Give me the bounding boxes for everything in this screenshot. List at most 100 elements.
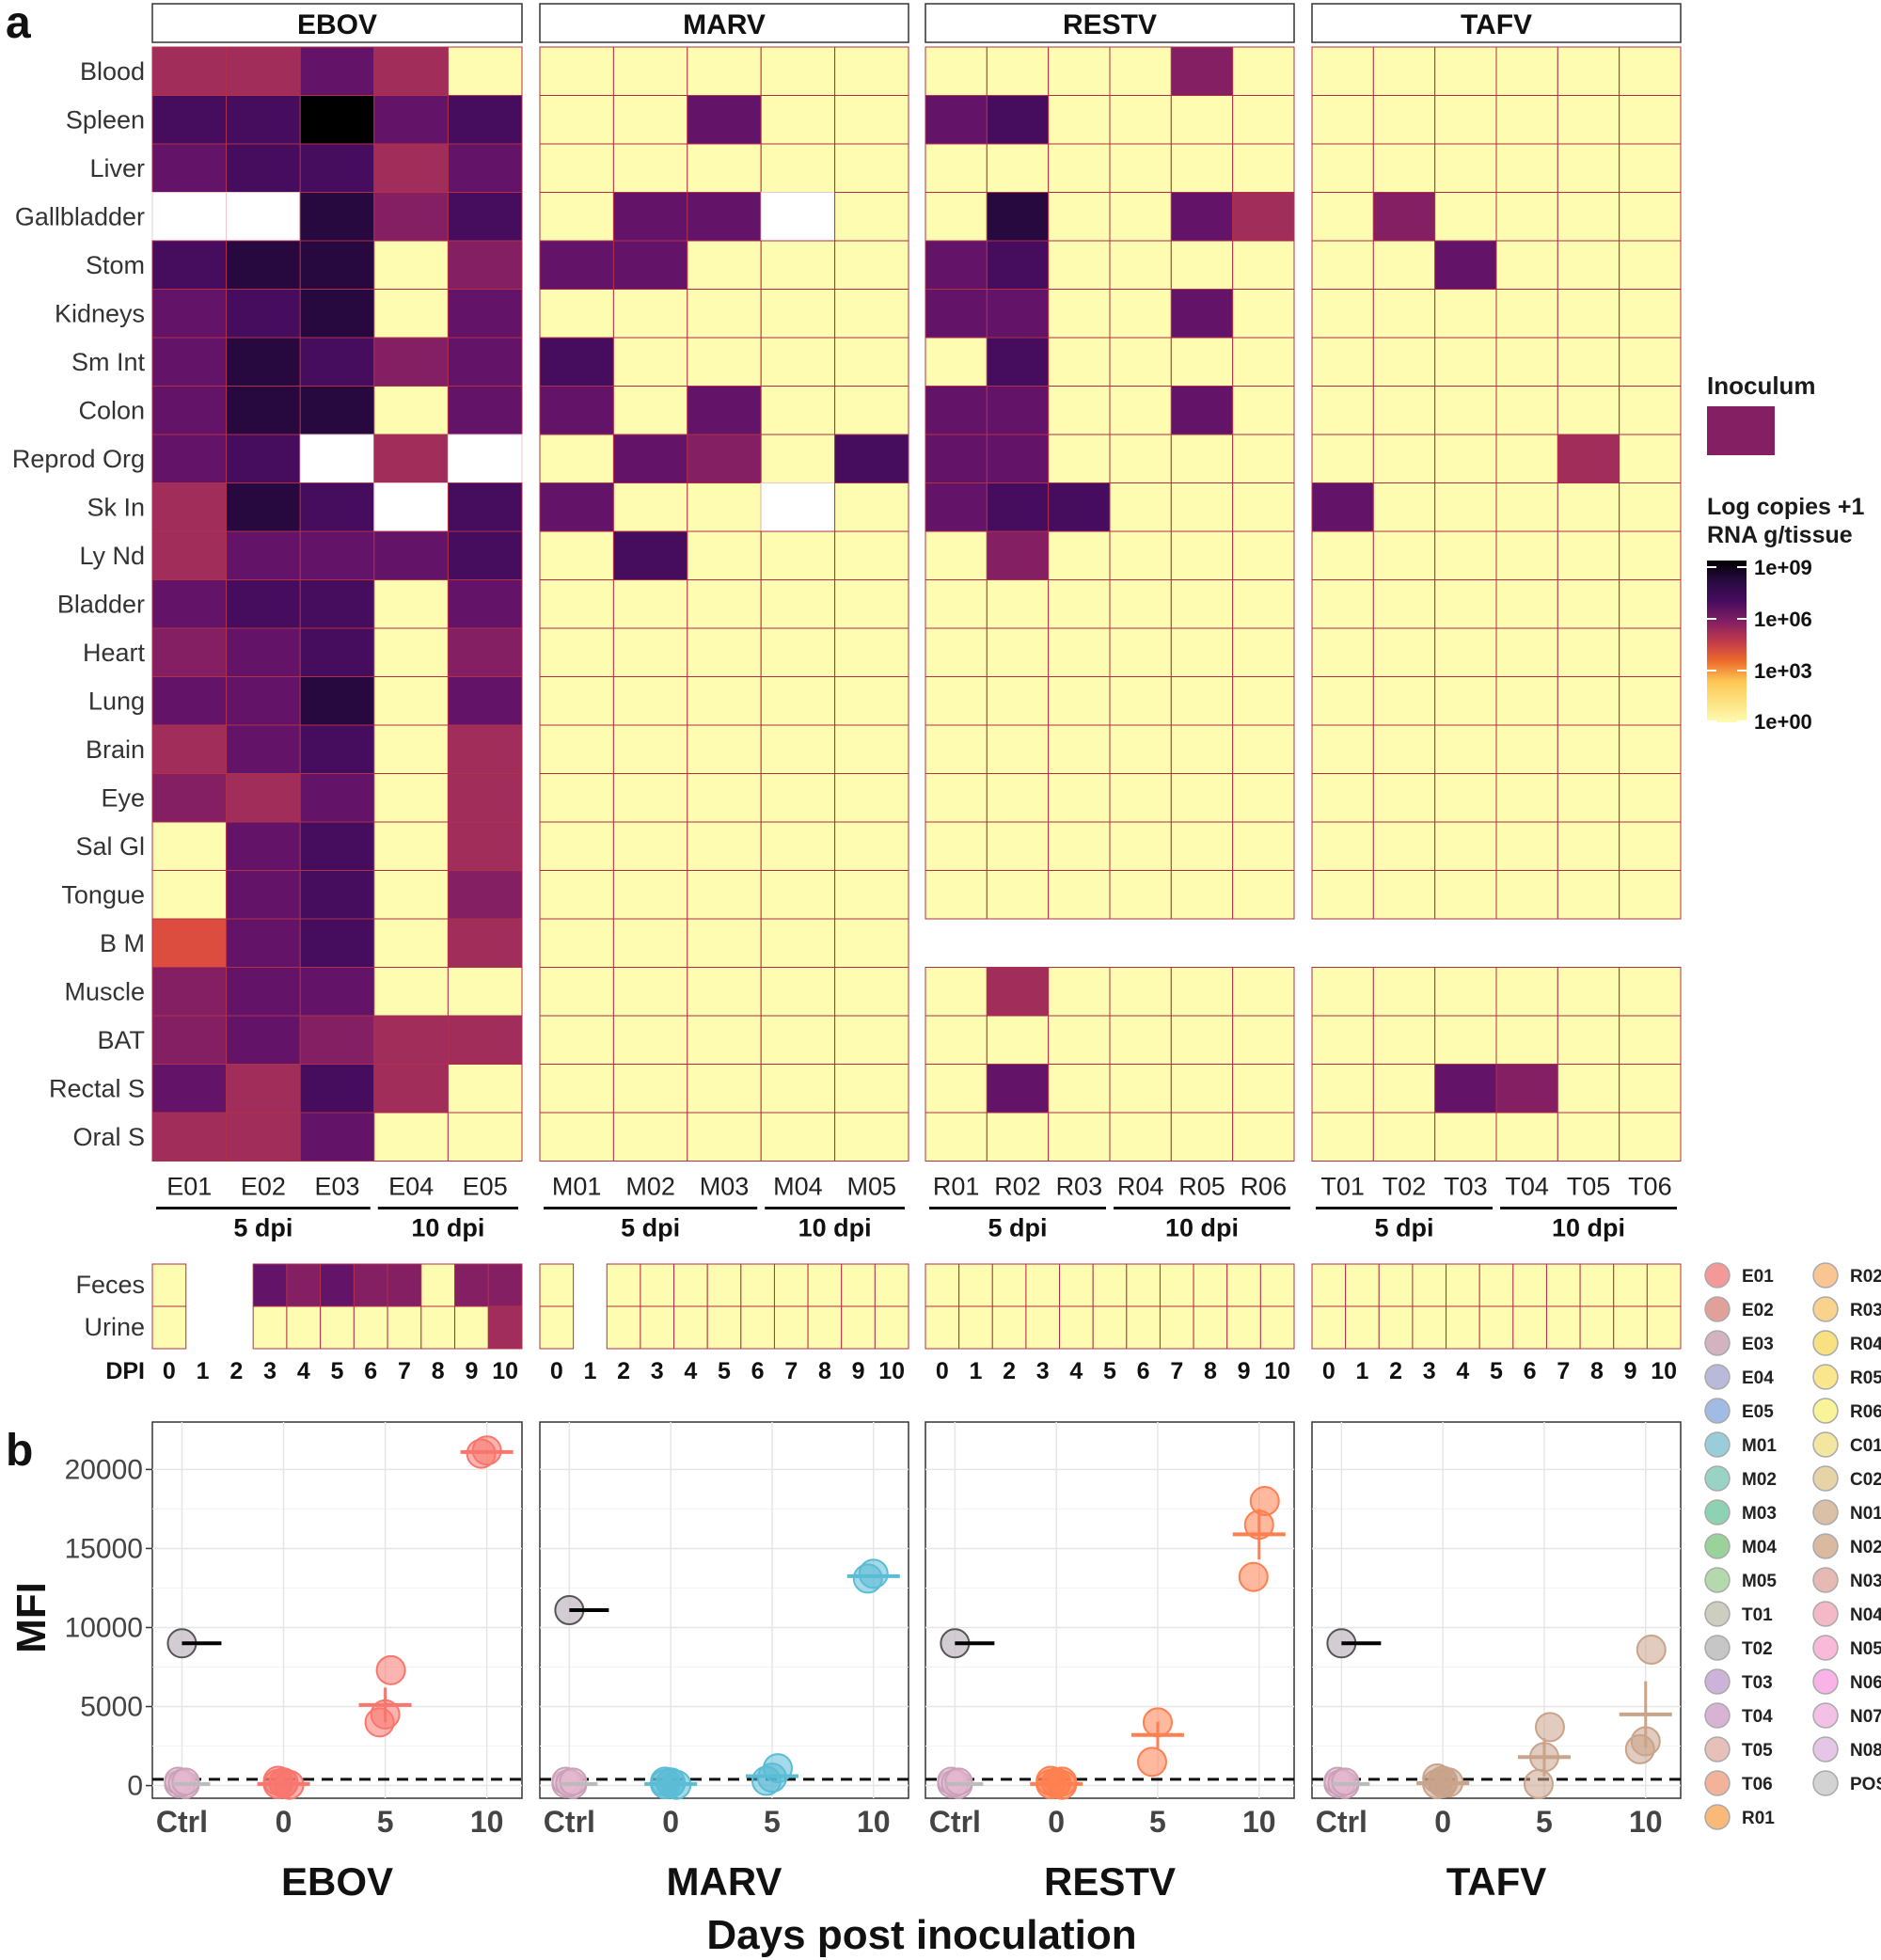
heatmap-cell: [1372, 676, 1436, 726]
legend-label: T02: [1742, 1639, 1773, 1659]
heatmap-cell: [687, 773, 762, 823]
heatmap-cell: [986, 1064, 1050, 1114]
heatmap-cell: [1170, 143, 1234, 193]
excreta-cell: [1159, 1263, 1194, 1307]
heatmap-cell: [925, 95, 988, 145]
heatmap-cell: [1109, 337, 1172, 387]
heatmap-cell: [1495, 386, 1558, 435]
heatmap-cell: [834, 967, 909, 1017]
heatmap-cell: [687, 337, 762, 387]
panel-label-b: b: [6, 1426, 33, 1476]
heatmap-cell: [1619, 46, 1682, 96]
heatmap-cell: [612, 1015, 688, 1065]
heatmap-cell: [373, 482, 449, 532]
x-tick-label: 10: [857, 1805, 891, 1839]
excreta-cell: [1226, 1263, 1261, 1307]
heatmap-cell: [1232, 1015, 1295, 1065]
heatmap-cell: [1232, 240, 1295, 290]
heatmap-cell: [1495, 434, 1558, 483]
heatmap-cell: [1557, 724, 1620, 774]
heatmap-cell: [299, 192, 375, 242]
heatmap-cell: [760, 434, 836, 483]
heatmap-cell: [226, 676, 301, 726]
excreta-cell: [991, 1305, 1027, 1350]
heatmap-cell: [1495, 773, 1558, 823]
excreta-cell: [773, 1263, 809, 1307]
heatmap-cell: [834, 870, 909, 920]
legend-label: M04: [1742, 1538, 1777, 1557]
heatmap-cell: [1372, 386, 1436, 435]
heatmap-cell: [226, 821, 301, 871]
heatmap-cell: [1048, 627, 1111, 677]
y-tick-label: 0: [127, 1771, 143, 1802]
x-tick-label: 10: [1629, 1805, 1663, 1839]
heatmap-cell: [1557, 289, 1620, 339]
group-label: 10 dpi: [1552, 1214, 1625, 1242]
heatmap-cell: [226, 1015, 301, 1065]
heatmap-cell: [612, 579, 688, 629]
animal-label: E04: [388, 1173, 434, 1201]
heatmap-cell: [151, 918, 228, 968]
heatmap-cell: [1495, 870, 1558, 920]
legend-label: R03: [1850, 1301, 1881, 1320]
heatmap-cell: [1048, 289, 1111, 339]
heatmap-cell: [539, 530, 614, 580]
heatmap-cell: [760, 627, 836, 677]
heatmap-cell: [151, 967, 228, 1017]
x-tick-label: 0: [662, 1805, 679, 1839]
heatmap-cell: [447, 1112, 523, 1162]
heatmap-cell: [1048, 1015, 1111, 1065]
heatmap-cell: [373, 918, 449, 968]
legend-label: E04: [1742, 1368, 1774, 1388]
tissue-label: Kidneys: [55, 299, 145, 327]
heatmap-cell: [539, 289, 614, 339]
legend-swatch: [1704, 1398, 1731, 1424]
heatmap-cell: [1109, 773, 1172, 823]
heatmap-cell: [986, 870, 1050, 920]
excreta-cell: [1059, 1305, 1094, 1350]
heatmap-cell: [1434, 386, 1497, 435]
x-tick-label: 10: [470, 1805, 504, 1839]
heatmap-cell: [1495, 821, 1558, 871]
legend-swatch: [1812, 1770, 1839, 1796]
excreta-cell: [874, 1263, 909, 1307]
heatmap-cell: [1372, 821, 1436, 871]
data-point: [858, 1558, 889, 1589]
excreta-cell: [606, 1305, 641, 1350]
x-tick-label: Ctrl: [544, 1805, 595, 1839]
heatmap-cell: [447, 482, 523, 532]
heatmap-cell: [447, 95, 523, 145]
heatmap-cell: [1311, 967, 1374, 1017]
animal-label: T05: [1567, 1173, 1611, 1201]
heatmap-cell: [687, 821, 762, 871]
day-label: 3: [1423, 1358, 1436, 1384]
excreta-cell: [706, 1305, 742, 1350]
heatmap-cell: [539, 337, 614, 387]
excreta-cell: [1378, 1305, 1414, 1350]
heatmap-cell: [1557, 627, 1620, 677]
excreta-cell: [640, 1263, 675, 1307]
heatmap-cell: [539, 434, 614, 483]
heatmap-cell: [299, 967, 375, 1017]
heatmap-cell: [986, 676, 1050, 726]
excreta-cell: [1646, 1305, 1682, 1350]
heatmap-cell: [539, 870, 614, 920]
excreta-cell: [1579, 1305, 1615, 1350]
heatmap-cell: [925, 579, 988, 629]
heatmap-cell: [151, 530, 228, 580]
heatmap-cell: [1434, 676, 1497, 726]
heatmap-cell: [447, 773, 523, 823]
heatmap-cell: [687, 870, 762, 920]
day-label: 1: [584, 1358, 597, 1384]
heatmap-cell: [834, 579, 909, 629]
heatmap-cell: [226, 724, 301, 774]
heatmap-cell: [834, 1112, 909, 1162]
heatmap-cell: [687, 143, 762, 193]
heatmap-cell: [1434, 337, 1497, 387]
legend-swatch: [1812, 1668, 1839, 1695]
heatmap-cell: [373, 434, 449, 483]
legend-swatch: [1704, 1364, 1731, 1390]
heatmap-cell: [1232, 143, 1295, 193]
heatmap-cell: [447, 240, 523, 290]
data-point: [1238, 1561, 1269, 1592]
